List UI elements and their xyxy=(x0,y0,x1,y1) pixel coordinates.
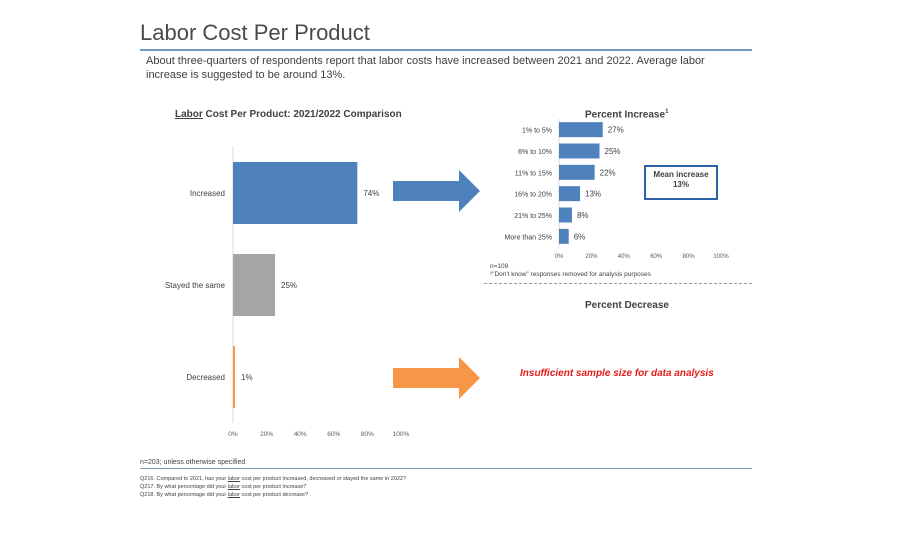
mean-increase-value: 13% xyxy=(672,180,689,189)
q218-underline: labor xyxy=(227,492,240,498)
right-x-tick-label: 80% xyxy=(683,254,696,260)
base-note: n=203; unless otherwise specified xyxy=(140,459,246,466)
right-category-label: 21% to 25% xyxy=(514,213,552,220)
right-category-label: 16% to 20% xyxy=(514,192,552,199)
left-value-label: 74% xyxy=(363,189,379,198)
right-bar xyxy=(559,228,569,244)
right-bar xyxy=(559,164,595,180)
left-chart-title-underlined: Labor xyxy=(175,109,203,120)
footer-rule xyxy=(140,468,752,469)
right-value-label: 25% xyxy=(605,147,621,156)
left-x-tick-label: 100% xyxy=(393,431,410,438)
left-x-tick-label: 80% xyxy=(361,431,374,438)
mean-increase-label: Mean increase xyxy=(653,170,709,179)
q217-pre: Q217. By what percentage did your xyxy=(140,484,228,490)
decrease-title: Percent Decrease xyxy=(585,300,669,311)
page-title: Labor Cost Per Product xyxy=(140,20,370,45)
q216-pre: Q216. Compared to 2021, has your xyxy=(140,476,228,482)
right-chart-base-note: n=109 xyxy=(490,263,509,270)
right-bar xyxy=(559,186,581,202)
left-chart-title: Labor Cost Per Product: 2021/2022 Compar… xyxy=(175,109,402,120)
right-bar xyxy=(559,207,572,223)
right-chart-title-sup: 1 xyxy=(665,109,669,115)
right-category-label: More than 25% xyxy=(505,234,552,241)
orange-arrow-icon xyxy=(393,357,480,399)
blue-arrow-icon xyxy=(393,170,480,212)
right-x-tick-label: 0% xyxy=(555,254,564,260)
left-chart-title-rest: Cost Per Product: 2021/2022 Comparison xyxy=(202,109,402,120)
right-x-tick-label: 40% xyxy=(618,254,631,260)
right-x-tick-label: 100% xyxy=(713,254,729,260)
title-rule xyxy=(140,49,752,51)
q217-post: cost per product increase? xyxy=(239,484,307,490)
right-value-label: 8% xyxy=(577,211,589,220)
right-chart-title-text: Percent Increase xyxy=(585,109,666,121)
left-value-label: 25% xyxy=(281,281,297,290)
right-bar xyxy=(559,143,600,159)
mean-increase-box: Mean increase 13% xyxy=(644,165,718,200)
q218-pre: Q218. By what percentage did your xyxy=(140,492,228,498)
right-category-label: 11% to 15% xyxy=(515,170,552,177)
left-bar xyxy=(233,346,235,408)
left-bar xyxy=(233,254,275,316)
left-category-label: Stayed the same xyxy=(165,281,226,290)
dashed-separator xyxy=(484,283,752,284)
question-q216: Q216. Compared to 2021, has your labor c… xyxy=(140,475,406,483)
left-x-tick-label: 0% xyxy=(228,431,238,438)
right-value-label: 13% xyxy=(585,190,601,199)
right-x-tick-label: 60% xyxy=(650,254,663,260)
right-category-label: 1% to 5% xyxy=(522,128,552,135)
left-category-label: Increased xyxy=(190,189,225,198)
left-x-tick-label: 60% xyxy=(327,431,340,438)
right-x-tick-label: 20% xyxy=(585,254,598,260)
q216-underline: labor xyxy=(227,476,240,482)
question-q218: Q218. By what percentage did your labor … xyxy=(140,491,406,499)
right-chart-title: Percent Increase1 xyxy=(585,109,668,120)
question-notes: Q216. Compared to 2021, has your labor c… xyxy=(140,475,406,499)
left-bar xyxy=(233,162,358,224)
q216-post: cost per product increased, decreased or… xyxy=(239,476,407,482)
q217-underline: labor xyxy=(227,484,240,490)
right-value-label: 6% xyxy=(574,232,586,241)
right-chart-footnote: ¹"Don't know" responses removed for anal… xyxy=(490,271,651,278)
insufficient-sample-message: Insufficient sample size for data analys… xyxy=(520,368,714,379)
left-x-tick-label: 20% xyxy=(260,431,273,438)
left-value-label: 1% xyxy=(241,373,253,382)
right-value-label: 27% xyxy=(608,126,624,135)
left-x-tick-label: 40% xyxy=(294,431,307,438)
summary-text: About three-quarters of respondents repo… xyxy=(146,55,705,81)
right-value-label: 22% xyxy=(600,168,616,177)
right-bar xyxy=(559,122,603,138)
left-category-label: Decreased xyxy=(186,373,225,382)
question-q217: Q217. By what percentage did your labor … xyxy=(140,483,406,491)
q218-post: cost per product decrease? xyxy=(239,492,309,498)
right-category-label: 6% to 10% xyxy=(518,149,552,156)
